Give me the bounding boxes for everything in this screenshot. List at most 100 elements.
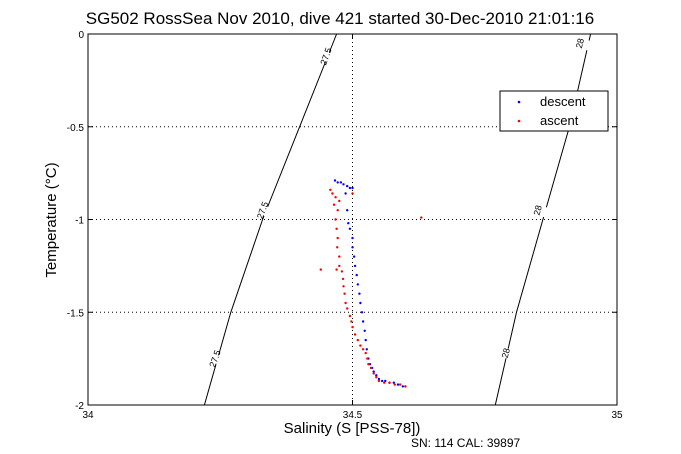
legend-marker-ascent xyxy=(517,119,521,123)
ascent-point-32 xyxy=(383,381,386,384)
descent-point-6 xyxy=(351,186,354,190)
ascent-point-3 xyxy=(338,199,341,203)
descent-point-9 xyxy=(347,222,350,225)
descent-point-2 xyxy=(339,181,343,184)
y-tick-label-0: 0 xyxy=(78,30,84,41)
descent-point-23 xyxy=(365,348,368,351)
descent-point-3 xyxy=(342,183,345,186)
ascent-point-7 xyxy=(335,227,338,230)
ascent-point-35 xyxy=(398,383,402,386)
isopycnal-line-0 xyxy=(203,33,338,406)
descent-point-17 xyxy=(358,292,361,295)
ascent-point-30 xyxy=(375,376,378,379)
x-tick-label-1: 34.5 xyxy=(343,410,363,421)
ascent-point-12 xyxy=(340,270,344,273)
ascent-point-1 xyxy=(331,192,334,195)
ascent-point-14 xyxy=(342,285,345,288)
isopycnal-label-1-1: 28 xyxy=(532,204,544,216)
ascent-point-26 xyxy=(366,357,369,360)
ascent-point-37 xyxy=(319,268,322,271)
descent-point-34 xyxy=(396,383,400,386)
y-tick-label-2: -1 xyxy=(75,216,84,227)
descent-point-1 xyxy=(336,181,339,184)
descent-point-21 xyxy=(363,329,366,332)
ascent-point-22 xyxy=(356,338,359,342)
ascent-point-21 xyxy=(353,333,357,336)
ascent-point-10 xyxy=(338,255,341,258)
ascent-point-5 xyxy=(336,209,339,212)
serial-calibration-note: SN: 114 CAL: 39897 xyxy=(411,436,521,450)
descent-point-5 xyxy=(348,186,352,190)
isopycnal-label-1-2: 28 xyxy=(500,347,512,359)
descent-point-19 xyxy=(360,311,364,314)
axis-ticks: 34 34.5 35 0 -0.5 -1 -1.5 -2 xyxy=(67,30,623,421)
descent-point-8 xyxy=(346,209,349,212)
descent-point-13 xyxy=(352,255,356,258)
ascent-point-29 xyxy=(372,372,375,375)
descent-point-30 xyxy=(380,379,384,383)
ascent-point-18 xyxy=(348,314,352,318)
isopycnal-label-bg xyxy=(250,201,275,219)
isopycnal-label-bg xyxy=(202,350,228,368)
x-axis-label: Salinity (S [PSS-78]) xyxy=(284,420,421,437)
descent-point-15 xyxy=(355,273,358,277)
descent-point-7 xyxy=(344,192,347,195)
ascent-point-36 xyxy=(404,385,407,388)
y-tick-label-1: -0.5 xyxy=(67,123,85,134)
isopycnal-label-bg xyxy=(568,35,592,51)
ascent-point-19 xyxy=(350,320,353,323)
isopycnal-label-bg xyxy=(525,202,550,218)
descent-point-14 xyxy=(353,264,357,268)
ascent-point-23 xyxy=(359,344,362,347)
descent-point-31 xyxy=(384,379,387,383)
ascent-point-0 xyxy=(329,188,332,191)
legend-marker-descent xyxy=(517,100,521,104)
isopycnal-label-bg xyxy=(314,47,339,65)
descent-point-20 xyxy=(361,320,365,323)
ascent-point-38 xyxy=(335,268,338,271)
ascent-point-15 xyxy=(343,292,346,295)
x-tick-label-2: 35 xyxy=(611,410,623,421)
descent-point-29 xyxy=(377,377,381,381)
ascent-point-9 xyxy=(336,246,339,249)
descent-point-10 xyxy=(348,227,352,230)
isopycnal-label-1-0: 28 xyxy=(574,37,586,49)
ascent-point-11 xyxy=(338,264,341,268)
ascent-point-24 xyxy=(361,348,365,351)
y-axis-label: Temperature (°C) xyxy=(43,162,60,277)
descent-point-27 xyxy=(372,370,375,373)
descent-point-18 xyxy=(359,301,362,305)
ascent-point-39 xyxy=(351,192,354,195)
descent-point-12 xyxy=(351,246,354,249)
ascent-point-16 xyxy=(344,301,347,305)
ascent-point-25 xyxy=(364,351,367,355)
ascent-point-4 xyxy=(332,203,336,206)
descent-point-22 xyxy=(364,338,367,342)
y-tick-label-3: -1.5 xyxy=(67,308,85,319)
ascent-point-33 xyxy=(388,381,391,384)
ascent-point-13 xyxy=(341,277,345,281)
ascent-point-34 xyxy=(393,383,396,386)
isopycnal-label-bg xyxy=(493,345,518,361)
ascent-point-8 xyxy=(336,236,339,240)
data-points xyxy=(319,179,423,388)
chart-title: SG502 RossSea Nov 2010, dive 421 started… xyxy=(86,9,594,28)
ascent-point-31 xyxy=(377,379,381,383)
ascent-point-20 xyxy=(351,325,354,329)
ascent-point-40 xyxy=(420,216,423,219)
descent-point-28 xyxy=(375,374,378,377)
descent-point-35 xyxy=(401,385,404,388)
y-tick-label-4: -2 xyxy=(75,401,84,412)
ascent-point-2 xyxy=(334,196,337,199)
descent-point-0 xyxy=(333,179,337,182)
ascent-point-27 xyxy=(367,363,370,366)
legend: descent ascent xyxy=(499,90,609,132)
ascent-point-28 xyxy=(369,366,373,370)
legend-label-descent: descent xyxy=(540,94,586,109)
legend-label-ascent: ascent xyxy=(540,113,579,128)
descent-point-11 xyxy=(351,236,354,240)
descent-point-16 xyxy=(356,283,359,286)
ascent-point-17 xyxy=(346,307,349,310)
descent-point-4 xyxy=(346,184,349,188)
